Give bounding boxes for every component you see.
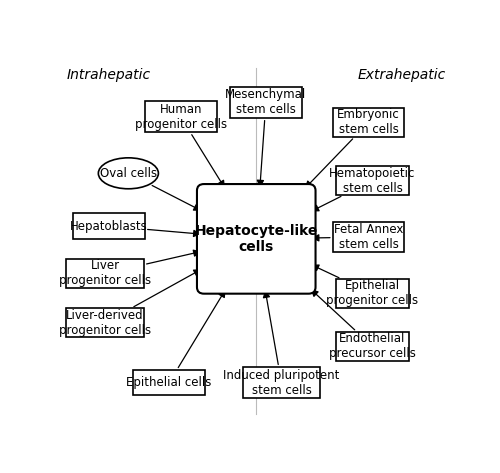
FancyBboxPatch shape <box>336 166 409 195</box>
FancyBboxPatch shape <box>66 308 144 337</box>
Text: Intrahepatic: Intrahepatic <box>66 68 150 82</box>
FancyBboxPatch shape <box>336 332 409 361</box>
Text: Human
progenitor cells: Human progenitor cells <box>134 103 227 131</box>
Text: Epithelial cells: Epithelial cells <box>126 376 212 389</box>
FancyBboxPatch shape <box>66 259 144 288</box>
Text: Oval cells: Oval cells <box>100 167 157 180</box>
Ellipse shape <box>98 158 158 189</box>
Text: Endothelial
precursor cells: Endothelial precursor cells <box>329 333 416 360</box>
FancyBboxPatch shape <box>333 222 404 252</box>
Text: Liver-derived
progenitor cells: Liver-derived progenitor cells <box>59 309 151 337</box>
Text: Hematopoietic
stem cells: Hematopoietic stem cells <box>330 166 416 194</box>
Text: Hepatocyte-like
cells: Hepatocyte-like cells <box>194 224 318 254</box>
Text: Mesenchymal
stem cells: Mesenchymal stem cells <box>226 88 306 116</box>
FancyBboxPatch shape <box>336 279 409 308</box>
FancyBboxPatch shape <box>230 87 302 118</box>
Text: Extrahepatic: Extrahepatic <box>358 68 446 82</box>
FancyBboxPatch shape <box>133 370 205 395</box>
FancyBboxPatch shape <box>145 101 216 132</box>
Text: Hepatoblasts: Hepatoblasts <box>70 219 148 233</box>
FancyBboxPatch shape <box>333 108 404 137</box>
FancyBboxPatch shape <box>197 184 316 294</box>
FancyBboxPatch shape <box>242 367 320 398</box>
Text: Epithelial
progenitor cells: Epithelial progenitor cells <box>326 280 418 307</box>
Text: Embryonic
stem cells: Embryonic stem cells <box>337 108 400 136</box>
Text: Induced pluripotent
stem cells: Induced pluripotent stem cells <box>223 369 340 397</box>
Text: Fetal Annex
stem cells: Fetal Annex stem cells <box>334 223 404 251</box>
FancyBboxPatch shape <box>73 213 145 239</box>
Text: Liver
progenitor cells: Liver progenitor cells <box>59 260 151 288</box>
